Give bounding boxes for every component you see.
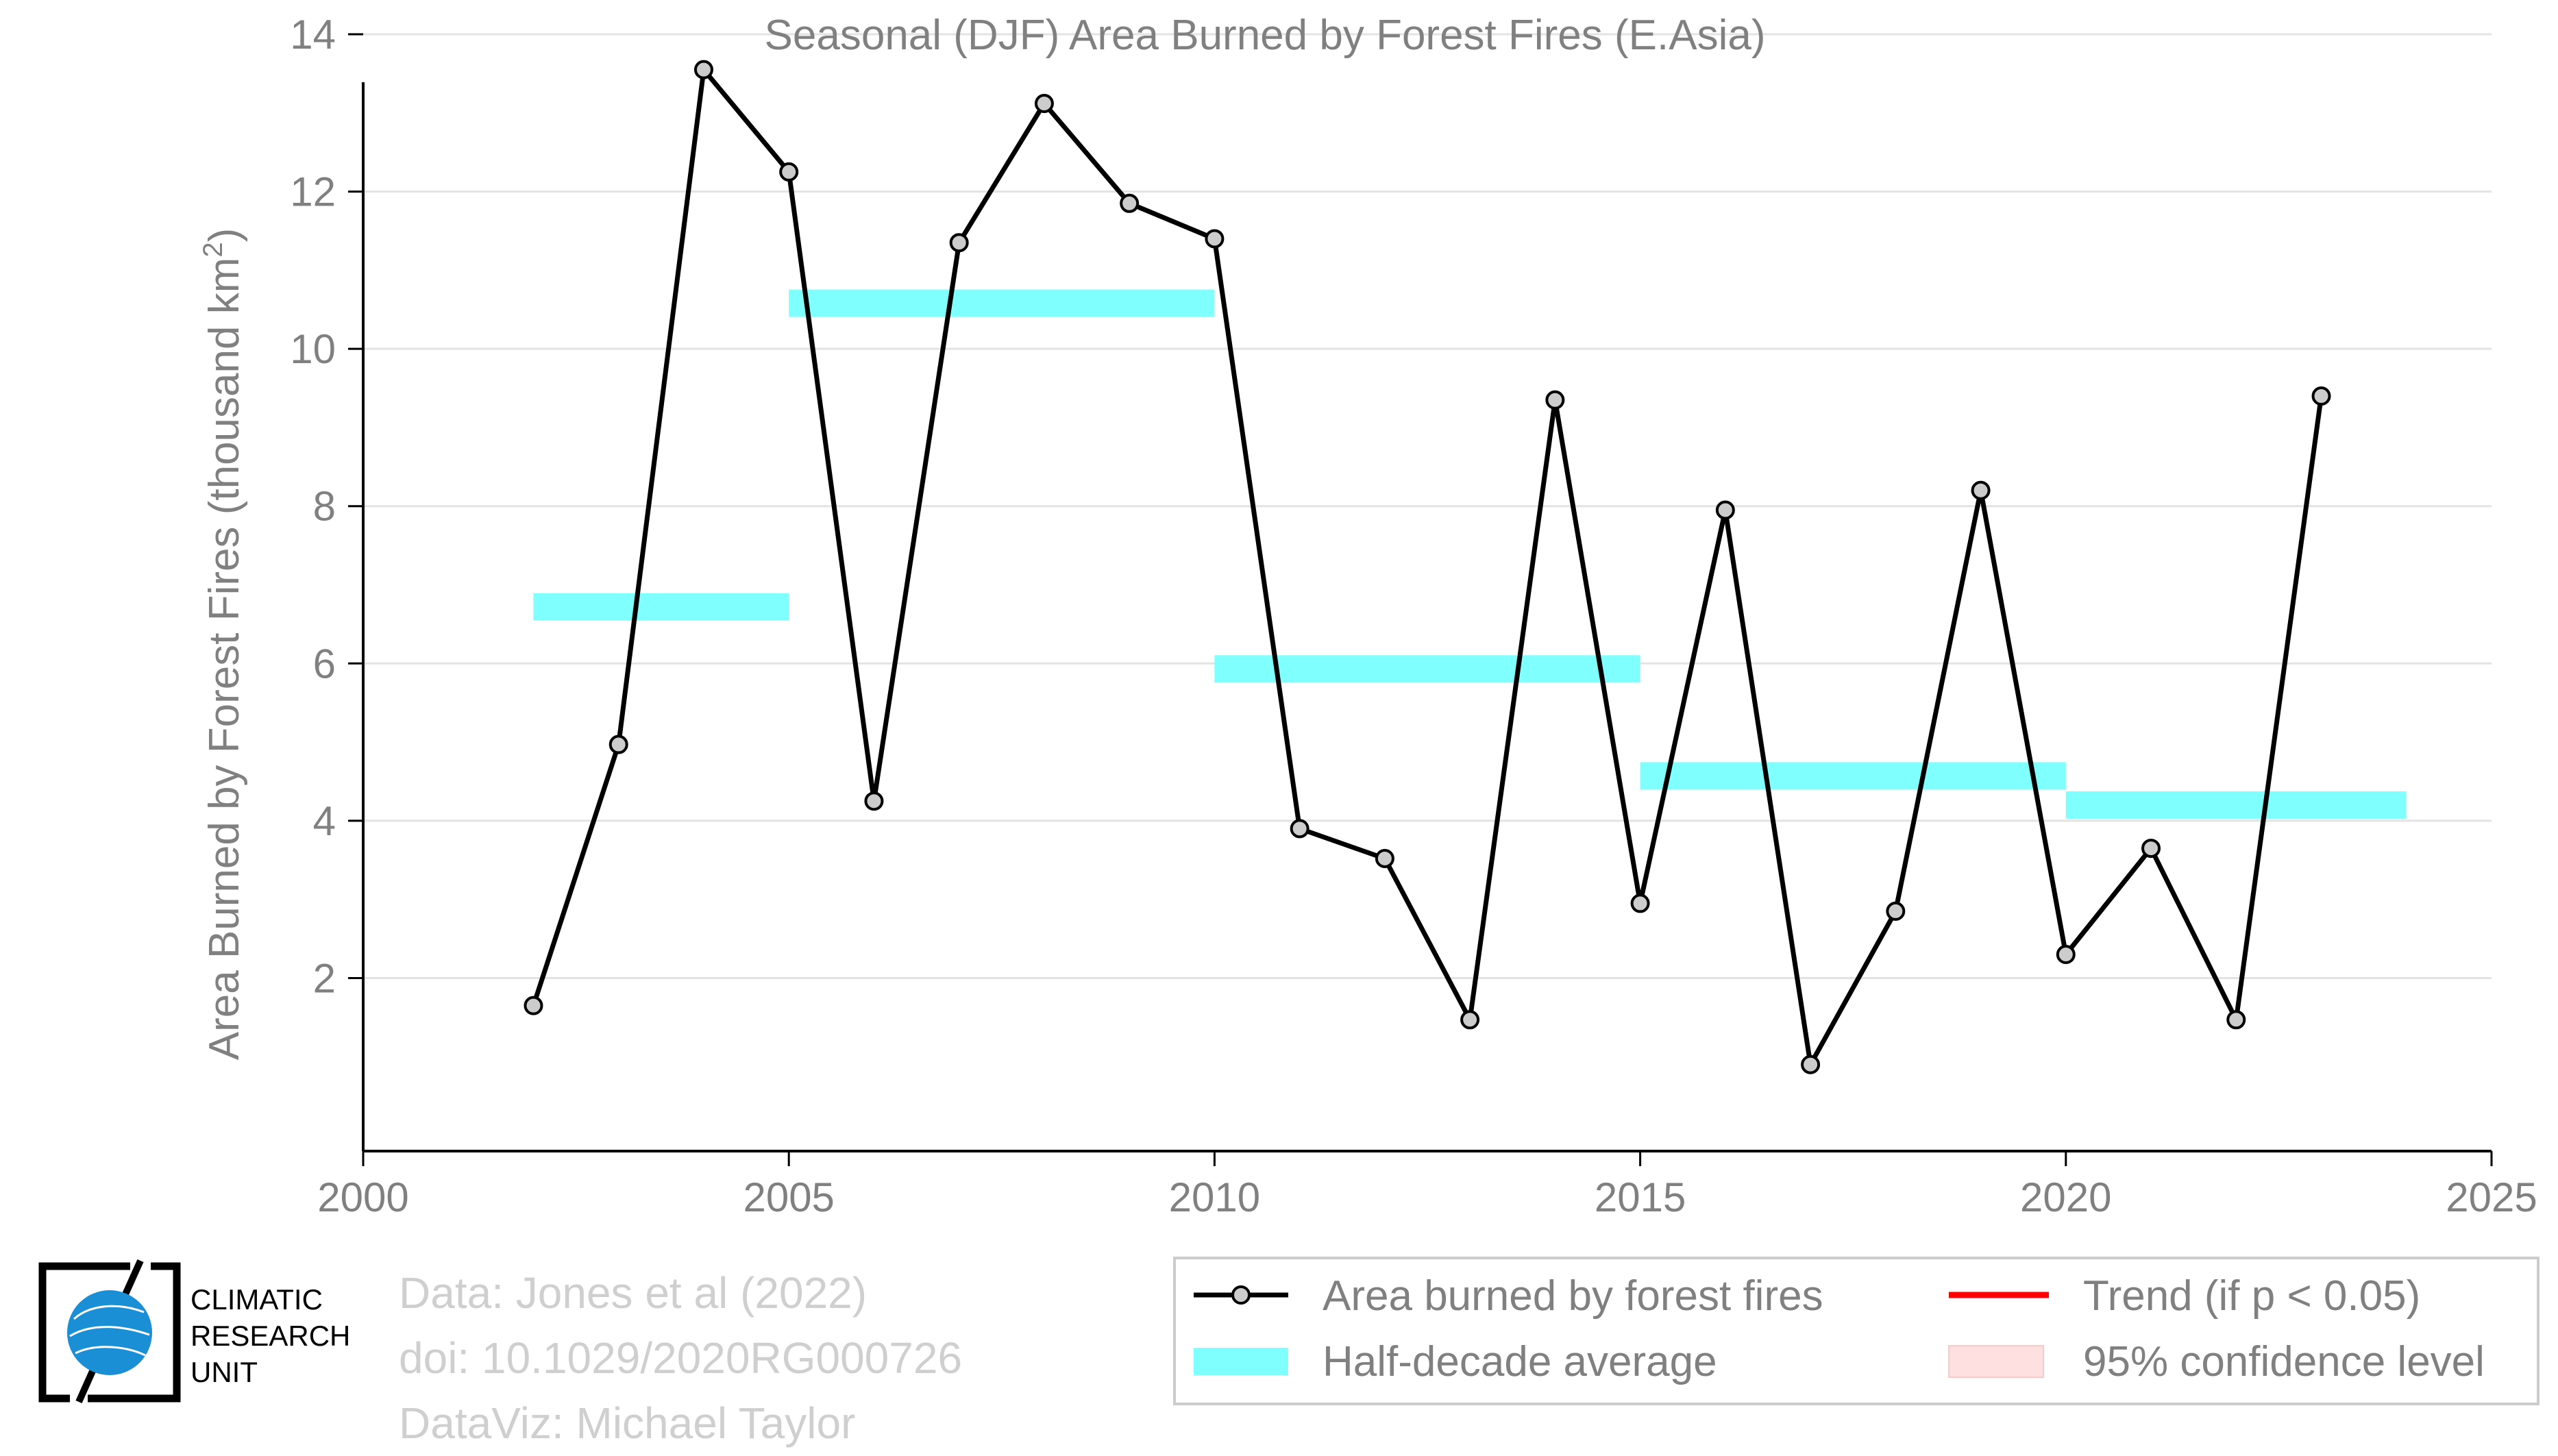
globe-swirl-1 bbox=[73, 1305, 145, 1320]
legend-label-half-decade: Half-decade average bbox=[1323, 1338, 1717, 1385]
y-tick-label-8: 8 bbox=[313, 484, 336, 530]
x-tick-label-2025: 2025 bbox=[2446, 1174, 2537, 1220]
x-tick-label-2005: 2005 bbox=[743, 1174, 834, 1220]
y-axis-label-close: ) bbox=[201, 228, 248, 243]
logo-bracket-right bbox=[88, 1262, 181, 1403]
data-point-2004 bbox=[693, 60, 713, 79]
half-decade-bar-4 bbox=[2065, 791, 2407, 819]
y-tick-label-2: 2 bbox=[313, 955, 336, 1001]
data-point-2020 bbox=[2056, 945, 2076, 965]
y-axis-label: Area Burned by Forest Fires (thousand km… bbox=[198, 228, 248, 1061]
cru-logo bbox=[38, 1259, 181, 1404]
data-point-2021 bbox=[2141, 839, 2161, 859]
cru-logo-text: CLIMATIC RESEARCH UNIT bbox=[190, 1281, 350, 1390]
half-decade-average-bars bbox=[533, 289, 2407, 819]
series-line bbox=[531, 67, 2324, 1068]
credit-doi: doi: 10.1029/2020RG000726 bbox=[399, 1333, 963, 1383]
y-tick-label-6: 6 bbox=[313, 641, 336, 687]
legend: Area burned by forest fires Trend (if p … bbox=[1173, 1257, 2539, 1405]
data-point-2008 bbox=[1034, 94, 1054, 114]
x-tick-label-2000: 2000 bbox=[317, 1174, 408, 1220]
data-credits: Data: Jones et al (2022) doi: 10.1029/20… bbox=[399, 1261, 962, 1456]
legend-ci-swatch bbox=[1948, 1345, 2044, 1378]
x-tick-label-2020: 2020 bbox=[2020, 1174, 2111, 1220]
data-point-2018 bbox=[1886, 901, 1906, 921]
series-area-burned bbox=[524, 60, 2331, 1074]
y-tick-label-10: 10 bbox=[290, 326, 336, 372]
logo-line-unit: UNIT bbox=[190, 1356, 258, 1388]
globe-swirl-2 bbox=[69, 1326, 150, 1337]
gridlines bbox=[363, 33, 2492, 979]
data-point-2014 bbox=[1545, 390, 1565, 410]
y-axis-label-main: Area Burned by Forest Fires (thousand km bbox=[201, 258, 248, 1061]
y-tick-label-14: 14 bbox=[290, 12, 336, 58]
legend-avg-swatch bbox=[1194, 1348, 1288, 1375]
half-decade-bar-3 bbox=[1640, 762, 2066, 790]
logo-bracket-left bbox=[38, 1262, 130, 1403]
half-decade-bar-0 bbox=[533, 593, 789, 621]
data-point-2022 bbox=[2226, 1010, 2246, 1030]
data-point-2012 bbox=[1375, 848, 1394, 868]
data-point-2010 bbox=[1205, 229, 1225, 249]
data-point-2009 bbox=[1120, 193, 1140, 213]
data-point-2019 bbox=[1971, 480, 1991, 500]
half-decade-bar-1 bbox=[789, 289, 1215, 317]
data-point-2006 bbox=[864, 791, 884, 811]
legend-label-area-burned: Area burned by forest fires bbox=[1323, 1272, 1823, 1320]
y-axis-label-superscript: 2 bbox=[198, 242, 228, 257]
credit-data-source: Data: Jones et al (2022) bbox=[399, 1268, 868, 1318]
legend-label-ci: 95% confidence level bbox=[2083, 1338, 2485, 1385]
logo-line-climatic: CLIMATIC bbox=[190, 1283, 323, 1316]
data-point-2015 bbox=[1630, 893, 1650, 913]
data-point-2003 bbox=[608, 735, 628, 754]
data-point-2023 bbox=[2311, 386, 2331, 406]
globe-swirl-3 bbox=[75, 1346, 146, 1357]
data-point-2013 bbox=[1460, 1010, 1480, 1030]
data-point-2005 bbox=[779, 162, 799, 182]
y-tick-label-4: 4 bbox=[313, 798, 336, 844]
data-point-2016 bbox=[1715, 500, 1735, 520]
globe-icon bbox=[67, 1290, 152, 1375]
chart-title: Seasonal (DJF) Area Burned by Forest Fir… bbox=[765, 12, 1766, 59]
y-tick-label-12: 12 bbox=[290, 169, 336, 215]
legend-box bbox=[1173, 1257, 2539, 1405]
credit-dataviz: DataViz: Michael Taylor bbox=[399, 1398, 856, 1448]
legend-marker-swatch bbox=[1231, 1285, 1251, 1305]
data-point-2002 bbox=[524, 996, 543, 1015]
data-point-2007 bbox=[949, 233, 969, 253]
half-decade-bar-2 bbox=[1214, 655, 1640, 683]
axes: 2 4 6 8 10 12 14 2000 2005 2010 2015 2020 2025 bbox=[290, 12, 2537, 1220]
data-point-2011 bbox=[1290, 819, 1309, 839]
logo-line-research: RESEARCH bbox=[190, 1320, 351, 1352]
legend-label-trend: Trend (if p < 0.05) bbox=[2083, 1272, 2420, 1320]
x-tick-label-2010: 2010 bbox=[1169, 1174, 1260, 1220]
data-point-2017 bbox=[1801, 1054, 1821, 1074]
x-tick-label-2015: 2015 bbox=[1595, 1174, 1686, 1220]
